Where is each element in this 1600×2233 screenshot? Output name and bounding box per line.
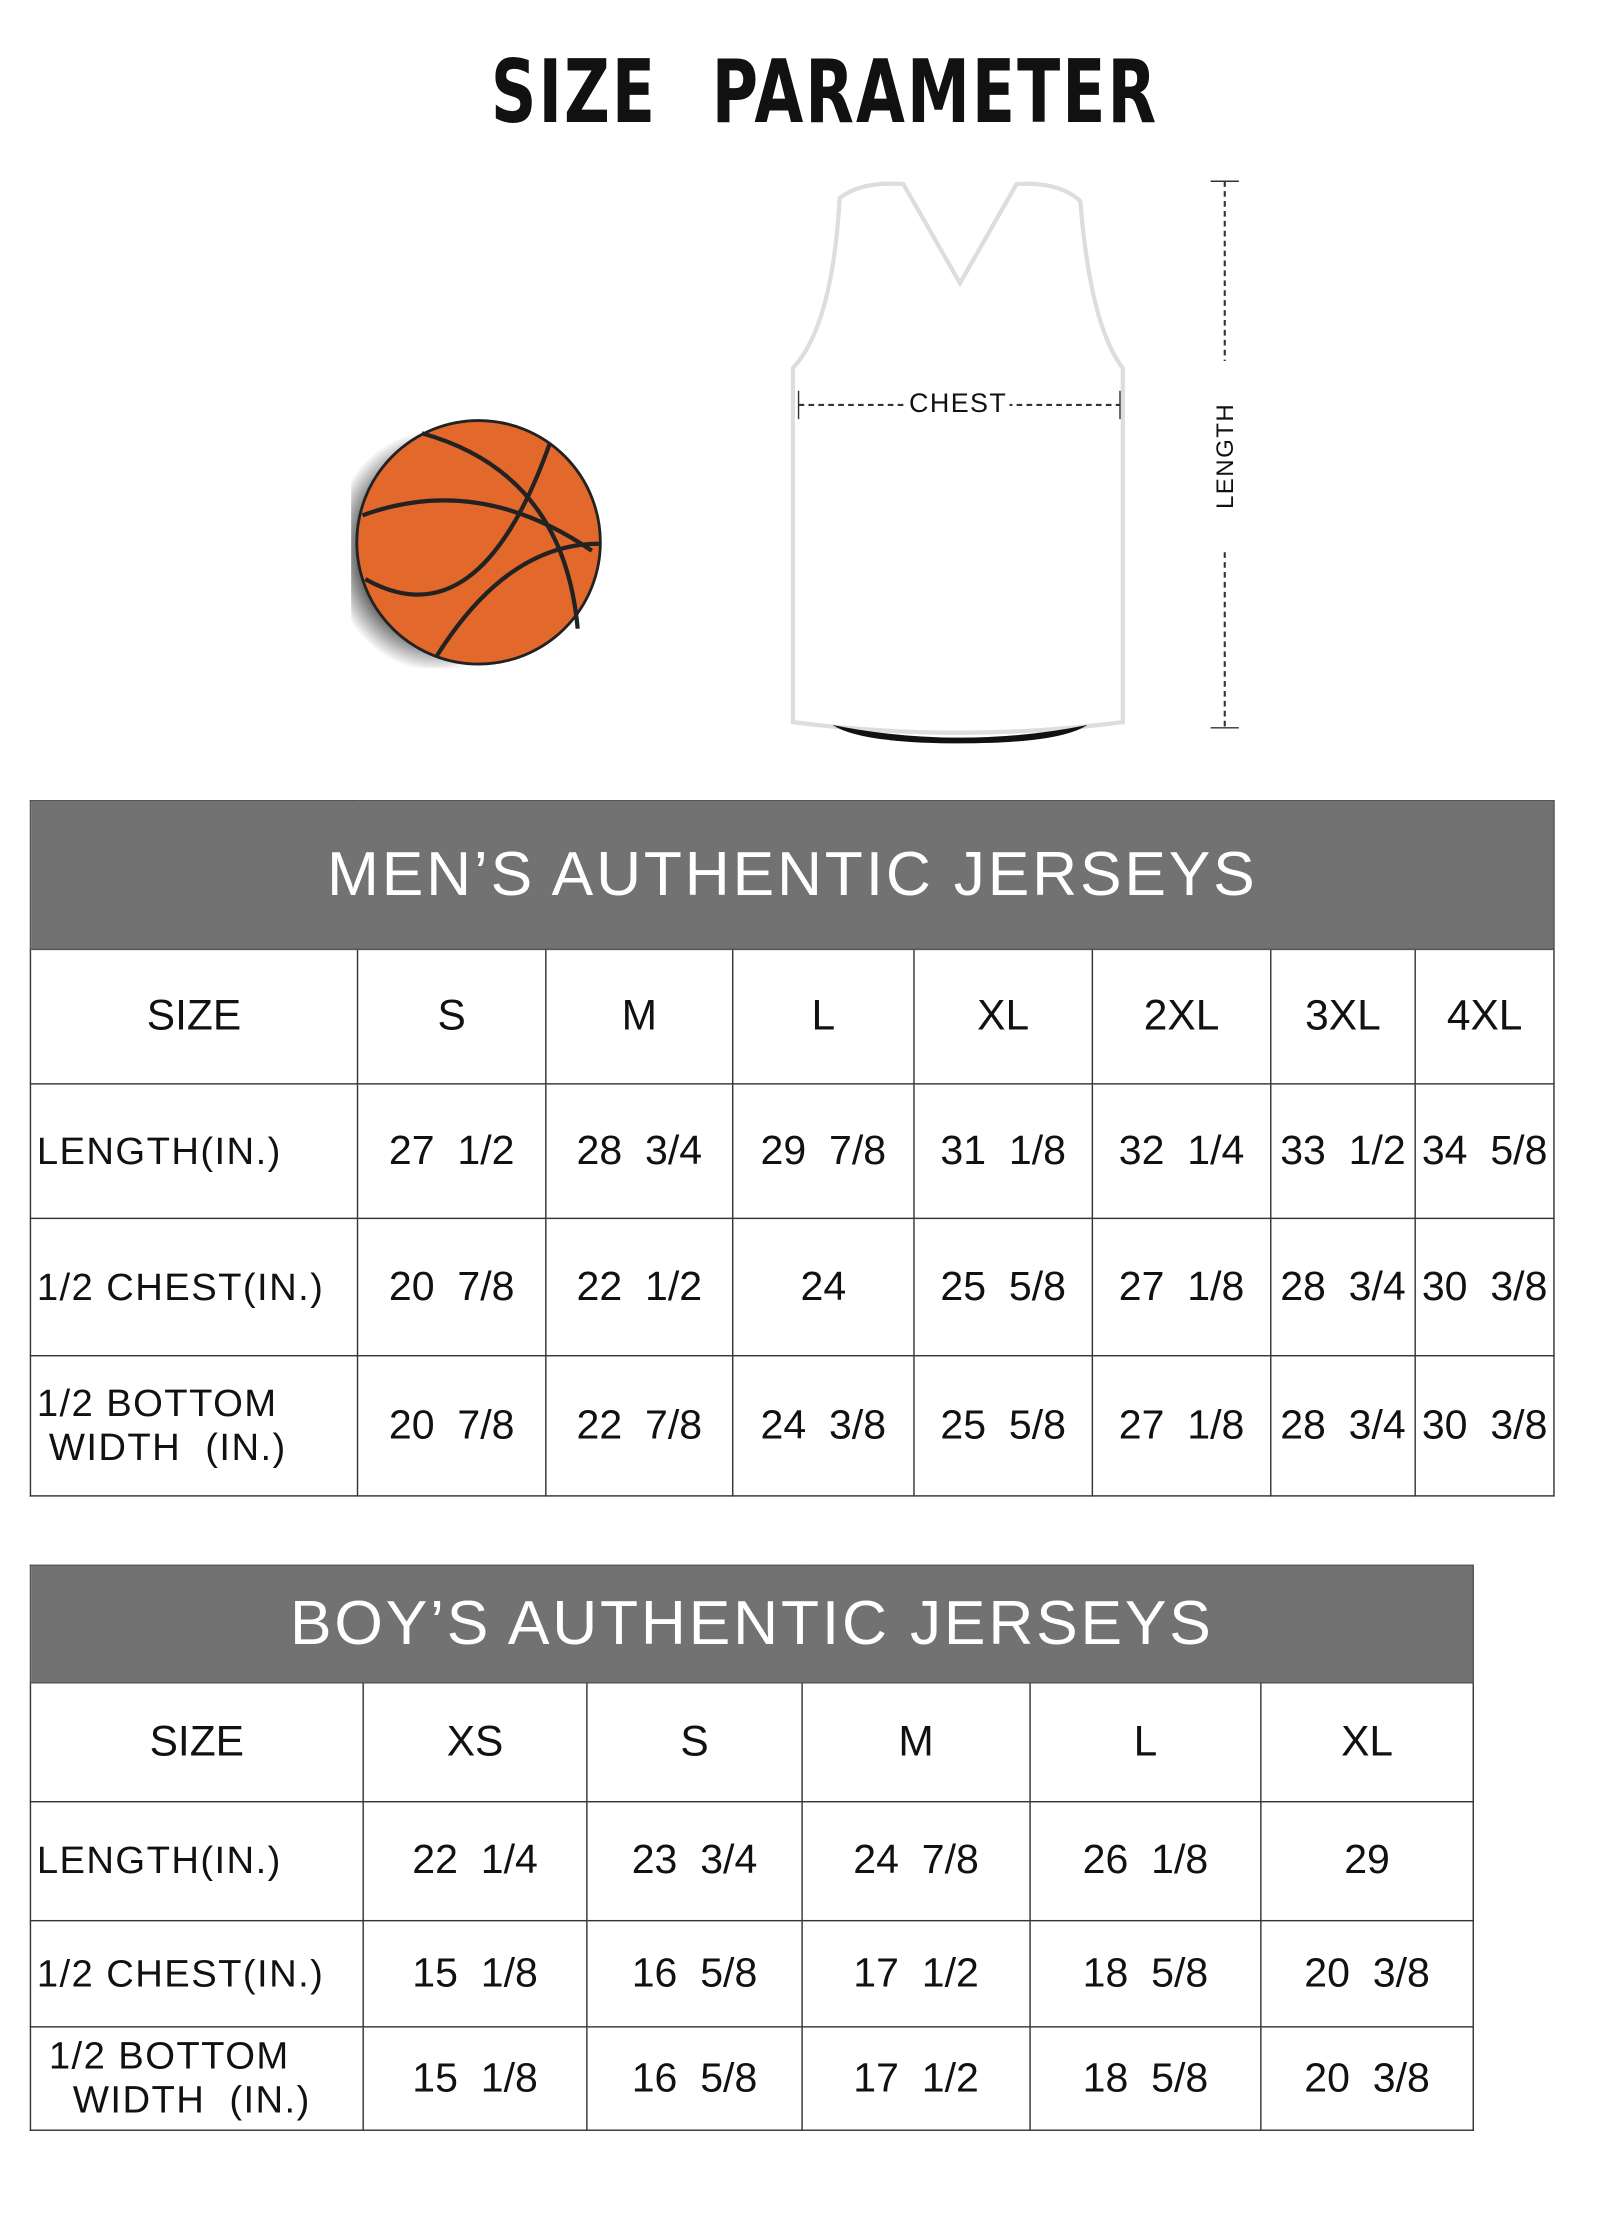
chest-label: CHEST [906, 389, 1011, 421]
size-xl: XL [1260, 1682, 1474, 1803]
length-label: LENGTH [1212, 402, 1239, 509]
row-label: 1/2 CHEST(IN.) [29, 1217, 359, 1357]
boys-table-heading: BOY’S AUTHENTIC JERSEYS [29, 1564, 1474, 1684]
measurement-cell: 20 7/8 [356, 1217, 547, 1357]
measurement-cell: 30 3/8 [1414, 1355, 1555, 1497]
measurement-cell: 34 5/8 [1414, 1083, 1555, 1220]
row-label: 1/2 BOTTOM WIDTH (IN.) [29, 1355, 359, 1497]
measurement-cell: 15 1/8 [362, 2026, 588, 2131]
mens-size-table: MEN’S AUTHENTIC JERSEYS SIZE S M L XL 2XL 3XL 4… [29, 799, 1555, 1497]
size-header-row: SIZE S M L XL 2XL 3XL 4XL [29, 948, 1555, 1085]
table-row: 1/2 BOTTOM WIDTH (IN.) 20 7/8 22 7/8 24 3/8… [29, 1355, 1555, 1497]
page-title: SIZE PARAMETER [490, 39, 1159, 144]
measurement-cell: 20 3/8 [1260, 1919, 1474, 2028]
size-xl: XL [913, 948, 1094, 1085]
measurement-cell: 24 7/8 [801, 1801, 1031, 1922]
size-l: L [1029, 1682, 1262, 1803]
row-label: 1/2 BOTTOM WIDTH (IN.) [29, 2026, 364, 2131]
table-row: LENGTH(IN.) 22 1/4 23 3/4 24 7/8 26 1/8 29 [29, 1801, 1474, 1922]
measurement-cell: 28 3/4 [1270, 1217, 1416, 1357]
basketball-icon [351, 419, 602, 669]
measurement-cell: 27 1/2 [356, 1083, 547, 1220]
measurement-cell: 22 1/4 [362, 1801, 588, 1922]
measurement-cell: 22 7/8 [545, 1355, 734, 1497]
size-2xl: 2XL [1091, 948, 1272, 1085]
measurement-cell: 23 3/4 [586, 1801, 803, 1922]
measurement-cell: 31 1/8 [913, 1083, 1094, 1220]
size-label: SIZE [29, 1682, 364, 1803]
mens-table-heading: MEN’S AUTHENTIC JERSEYS [29, 799, 1555, 951]
measurement-cell: 20 3/8 [1260, 2026, 1474, 2131]
length-indicator [1210, 180, 1239, 729]
table-row: 1/2 BOTTOM WIDTH (IN.) 15 1/8 16 5/8 17 1/2… [29, 2026, 1474, 2131]
row-label: 1/2 CHEST(IN.) [29, 1919, 364, 2028]
measurement-cell: 29 [1260, 1801, 1474, 1922]
size-s: S [586, 1682, 803, 1803]
size-4xl: 4XL [1414, 948, 1555, 1085]
size-3xl: 3XL [1270, 948, 1416, 1085]
measurement-cell: 28 3/4 [1270, 1355, 1416, 1497]
measurement-cell: 24 [732, 1217, 915, 1357]
measurement-cell: 33 1/2 [1270, 1083, 1416, 1220]
size-header-row: SIZE XS S M L XL [29, 1682, 1474, 1803]
measurement-cell: 30 3/8 [1414, 1217, 1555, 1357]
measurement-cell: 17 1/2 [801, 2026, 1031, 2131]
measurement-cell: 32 1/4 [1091, 1083, 1272, 1220]
measurement-cell: 16 5/8 [586, 2026, 803, 2131]
boys-size-table: BOY’S AUTHENTIC JERSEYS SIZE XS S M L XL LENGT… [29, 1564, 1474, 2131]
measurement-cell: 27 1/8 [1091, 1217, 1272, 1357]
row-label: LENGTH(IN.) [29, 1083, 359, 1220]
size-m: M [545, 948, 734, 1085]
measurement-cell: 24 3/8 [732, 1355, 915, 1497]
measurement-cell: 17 1/2 [801, 1919, 1031, 2028]
size-s: S [356, 948, 547, 1085]
measurement-cell: 27 1/8 [1091, 1355, 1272, 1497]
row-label: LENGTH(IN.) [29, 1801, 364, 1922]
table-row: LENGTH(IN.) 27 1/2 28 3/4 29 7/8 31 1/8 32 1/… [29, 1083, 1555, 1220]
measurement-cell: 20 7/8 [356, 1355, 547, 1497]
table-row: 1/2 CHEST(IN.) 20 7/8 22 1/2 24 25 5/8 27 1/8… [29, 1217, 1555, 1357]
measurement-cell: 29 7/8 [732, 1083, 915, 1220]
table-row: 1/2 CHEST(IN.) 15 1/8 16 5/8 17 1/2 18 5/8 20… [29, 1919, 1474, 2028]
jersey-illustration [790, 181, 1125, 744]
measurement-cell: 25 5/8 [913, 1355, 1094, 1497]
size-l: L [732, 948, 915, 1085]
measurement-cell: 15 1/8 [362, 1919, 588, 2028]
measurement-cell: 16 5/8 [586, 1919, 803, 2028]
size-xs: XS [362, 1682, 588, 1803]
measurement-cell: 26 1/8 [1029, 1801, 1262, 1922]
measurement-cell: 22 1/2 [545, 1217, 734, 1357]
measurement-cell: 18 5/8 [1029, 2026, 1262, 2131]
size-label: SIZE [29, 948, 359, 1085]
measurement-cell: 18 5/8 [1029, 1919, 1262, 2028]
measurement-cell: 25 5/8 [913, 1217, 1094, 1357]
measurement-cell: 28 3/4 [545, 1083, 734, 1220]
size-m: M [801, 1682, 1031, 1803]
